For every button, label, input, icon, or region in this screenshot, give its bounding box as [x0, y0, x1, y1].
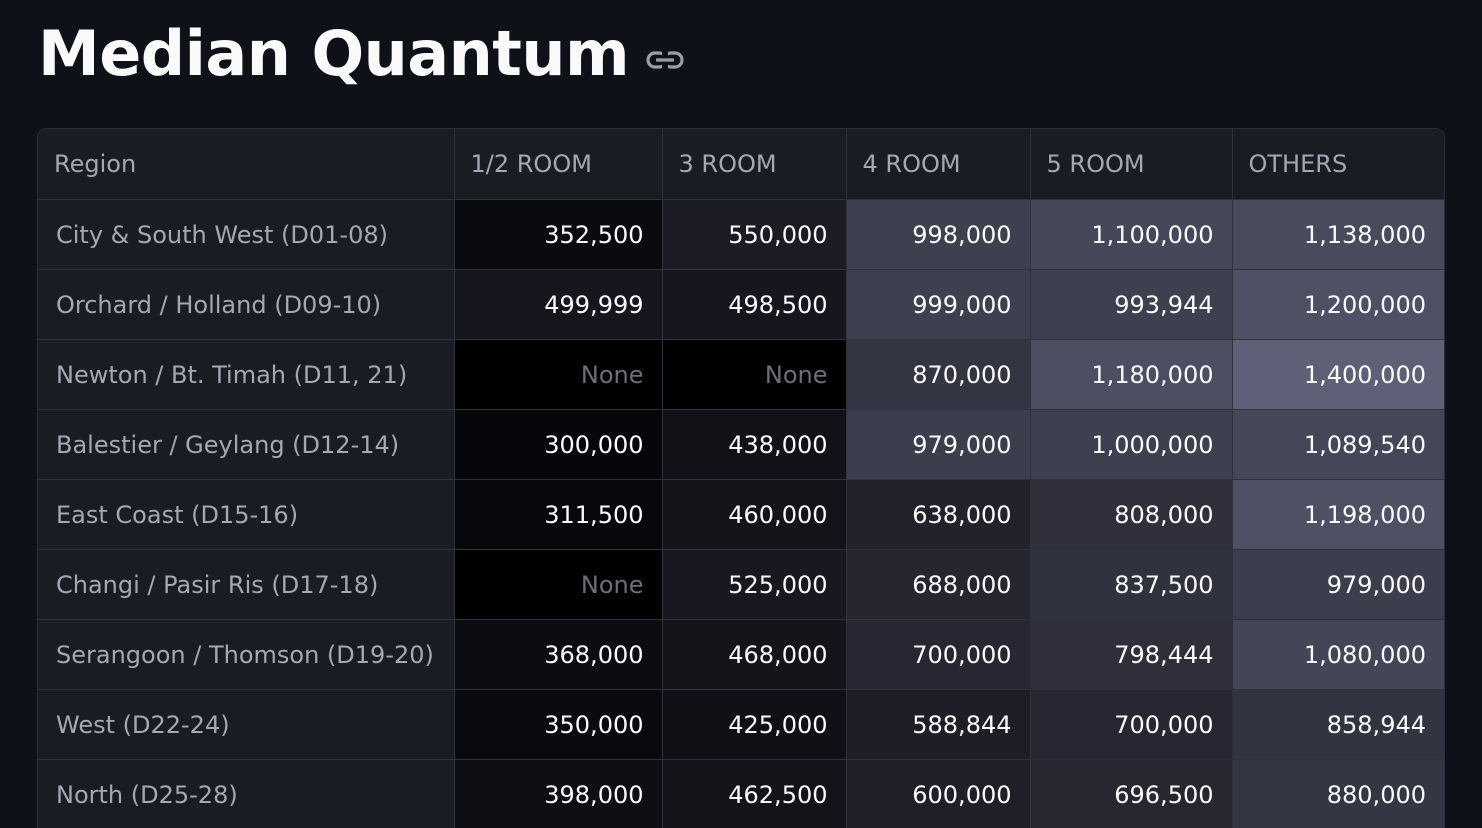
column-header-region[interactable]: Region [38, 129, 455, 200]
value-cell[interactable]: 880,000 [1232, 759, 1444, 828]
page-title: Median Quantum [38, 17, 630, 90]
region-cell[interactable]: Balestier / Geylang (D12-14) [38, 409, 455, 480]
value-cell[interactable]: 1,100,000 [1030, 199, 1233, 270]
value-cell[interactable]: 638,000 [846, 479, 1031, 550]
value-cell[interactable]: 808,000 [1030, 479, 1233, 550]
table-header-row: Region 1/2 ROOM 3 ROOM 4 ROOM 5 ROOM OTHERS [38, 129, 1444, 200]
value-cell[interactable]: None [662, 339, 847, 410]
table-row[interactable]: Serangoon / Thomson (D19-20) 368,000 468,0… [38, 619, 1444, 690]
value-cell[interactable]: 979,000 [1232, 549, 1444, 620]
value-cell[interactable]: 1,138,000 [1232, 199, 1444, 270]
region-cell[interactable]: Changi / Pasir Ris (D17-18) [38, 549, 455, 620]
value-cell[interactable]: 588,844 [846, 689, 1031, 760]
median-quantum-table[interactable]: Region 1/2 ROOM 3 ROOM 4 ROOM 5 ROOM OTHERS C… [37, 128, 1445, 828]
table-row[interactable]: City & South West (D01-08) 352,500 550,000… [38, 199, 1444, 270]
value-cell[interactable]: 525,000 [662, 549, 847, 620]
value-cell[interactable]: 300,000 [454, 409, 663, 480]
table-row[interactable]: North (D25-28) 398,000 462,500 600,000 696,5… [38, 759, 1444, 828]
value-cell[interactable]: 468,000 [662, 619, 847, 690]
value-cell[interactable]: 498,500 [662, 269, 847, 340]
value-cell[interactable]: 999,000 [846, 269, 1031, 340]
value-cell[interactable]: 837,500 [1030, 549, 1233, 620]
table-row[interactable]: West (D22-24) 350,000 425,000 588,844 700,00… [38, 689, 1444, 760]
value-cell[interactable]: 368,000 [454, 619, 663, 690]
value-cell[interactable]: 460,000 [662, 479, 847, 550]
value-cell[interactable]: 1,198,000 [1232, 479, 1444, 550]
value-cell[interactable]: 688,000 [846, 549, 1031, 620]
region-cell[interactable]: North (D25-28) [38, 759, 455, 828]
value-cell[interactable]: 425,000 [662, 689, 847, 760]
value-cell[interactable]: None [454, 339, 663, 410]
value-cell[interactable]: 700,000 [846, 619, 1031, 690]
region-cell[interactable]: Serangoon / Thomson (D19-20) [38, 619, 455, 690]
value-cell[interactable]: None [454, 549, 663, 620]
value-cell[interactable]: 438,000 [662, 409, 847, 480]
value-cell[interactable]: 870,000 [846, 339, 1031, 410]
data-table: Region 1/2 ROOM 3 ROOM 4 ROOM 5 ROOM OTHERS C… [38, 129, 1444, 828]
table-row[interactable]: Balestier / Geylang (D12-14) 300,000 438,0… [38, 409, 1444, 480]
region-cell[interactable]: Orchard / Holland (D09-10) [38, 269, 455, 340]
value-cell[interactable]: 979,000 [846, 409, 1031, 480]
value-cell[interactable]: 798,444 [1030, 619, 1233, 690]
column-header-others[interactable]: OTHERS [1232, 129, 1444, 200]
value-cell[interactable]: 550,000 [662, 199, 847, 270]
value-cell[interactable]: 398,000 [454, 759, 663, 828]
region-cell[interactable]: City & South West (D01-08) [38, 199, 455, 270]
link-icon[interactable] [645, 46, 685, 74]
table-row[interactable]: Changi / Pasir Ris (D17-18) None 525,000 68… [38, 549, 1444, 620]
value-cell[interactable]: 1,080,000 [1232, 619, 1444, 690]
value-cell[interactable]: 311,500 [454, 479, 663, 550]
column-header-1-2-room[interactable]: 1/2 ROOM [454, 129, 663, 200]
table-body: City & South West (D01-08) 352,500 550,000… [38, 199, 1444, 828]
value-cell[interactable]: 352,500 [454, 199, 663, 270]
value-cell[interactable]: 600,000 [846, 759, 1031, 828]
value-cell[interactable]: 1,089,540 [1232, 409, 1444, 480]
table-row[interactable]: Orchard / Holland (D09-10) 499,999 498,500… [38, 269, 1444, 340]
header: Median Quantum [38, 14, 685, 94]
value-cell[interactable]: 700,000 [1030, 689, 1233, 760]
link-icon-graphic [646, 51, 684, 69]
region-cell[interactable]: East Coast (D15-16) [38, 479, 455, 550]
value-cell[interactable]: 1,400,000 [1232, 339, 1444, 410]
region-cell[interactable]: West (D22-24) [38, 689, 455, 760]
column-header-4-room[interactable]: 4 ROOM [846, 129, 1031, 200]
value-cell[interactable]: 1,200,000 [1232, 269, 1444, 340]
value-cell[interactable]: 993,944 [1030, 269, 1233, 340]
value-cell[interactable]: 858,944 [1232, 689, 1444, 760]
value-cell[interactable]: 499,999 [454, 269, 663, 340]
table-row[interactable]: Newton / Bt. Timah (D11, 21) None None 870,… [38, 339, 1444, 410]
table-row[interactable]: East Coast (D15-16) 311,500 460,000 638,000… [38, 479, 1444, 550]
column-header-3-room[interactable]: 3 ROOM [662, 129, 847, 200]
column-header-5-room[interactable]: 5 ROOM [1030, 129, 1233, 200]
value-cell[interactable]: 1,180,000 [1030, 339, 1233, 410]
value-cell[interactable]: 462,500 [662, 759, 847, 828]
value-cell[interactable]: 350,000 [454, 689, 663, 760]
value-cell[interactable]: 696,500 [1030, 759, 1233, 828]
value-cell[interactable]: 998,000 [846, 199, 1031, 270]
region-cell[interactable]: Newton / Bt. Timah (D11, 21) [38, 339, 455, 410]
value-cell[interactable]: 1,000,000 [1030, 409, 1233, 480]
